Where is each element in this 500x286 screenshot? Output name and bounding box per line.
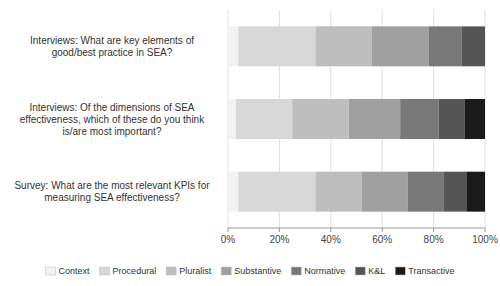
legend-item: Context	[46, 266, 91, 276]
category-label-line: Survey: What are the most relevant KPIs …	[14, 180, 210, 191]
bar-segment	[228, 26, 238, 66]
legend-swatch	[221, 267, 231, 275]
bar-segment	[349, 99, 400, 139]
tick-mark	[485, 228, 486, 232]
legend-swatch	[395, 267, 405, 275]
tick-mark	[228, 228, 229, 232]
bar-segment	[292, 99, 349, 139]
tick-label: 40%	[321, 234, 341, 245]
legend-item: Transactive	[395, 266, 454, 276]
bar-segment	[315, 172, 361, 212]
bar-segment	[444, 172, 467, 212]
category-label: Survey: What are the most relevant KPIs …	[14, 180, 210, 203]
bar-segment	[467, 172, 485, 212]
category-label: Interviews: What are key elements ofgood…	[30, 35, 194, 58]
category-label-line: good/best practice in SEA?	[52, 47, 173, 58]
bar-segment	[400, 99, 439, 139]
bar-segment	[228, 99, 236, 139]
bar-segment	[372, 26, 429, 66]
category-label-line: measuring SEA effectiveness?	[44, 192, 180, 203]
legend-swatch	[46, 267, 56, 275]
tick-label: 80%	[424, 234, 444, 245]
bar-segment	[485, 26, 486, 66]
tick-mark	[330, 228, 331, 232]
category-label-line: Interviews: Of the dimensions of SEA	[29, 102, 194, 113]
legend: Context Procedural Pluralist Substantive Nor…	[46, 266, 455, 276]
legend-swatch	[100, 267, 110, 275]
bar-segment	[428, 26, 461, 66]
bar-segment	[464, 99, 485, 139]
grid	[228, 10, 485, 228]
bar-segment	[408, 172, 444, 212]
tick-label: 100%	[472, 234, 498, 245]
legend-item: K&L	[355, 266, 385, 276]
legend-item: Pluralist	[166, 266, 212, 276]
category-label: Interviews: Of the dimensions of SEAeffe…	[20, 102, 205, 137]
chart: 0% 20% 40% 60% 80% 100% Survey: What are the m…	[0, 0, 500, 286]
category-label-line: effectiveness, which of these do you thi…	[20, 114, 205, 125]
bar-segment	[236, 99, 293, 139]
bar-segment	[462, 26, 485, 66]
bar-segment	[228, 172, 238, 212]
legend-label: K&L	[368, 266, 385, 276]
category-label-line: Interviews: What are key elements of	[30, 35, 194, 46]
legend-label: Normative	[304, 266, 345, 276]
tick-mark	[279, 228, 280, 232]
legend-label: Procedural	[113, 266, 157, 276]
legend-label: Pluralist	[179, 266, 212, 276]
legend-label: Context	[59, 266, 91, 276]
legend-item: Normative	[291, 266, 345, 276]
category-label-line: is/are most important?	[63, 126, 162, 137]
bar-segment	[362, 172, 408, 212]
tick-label: 60%	[372, 234, 392, 245]
legend-swatch	[166, 267, 176, 275]
bar-segment	[238, 172, 315, 212]
tick-mark	[433, 228, 434, 232]
legend-label: Substantive	[234, 266, 281, 276]
legend-label: Transactive	[408, 266, 454, 276]
legend-swatch	[291, 267, 301, 275]
tick-label: 0%	[221, 234, 236, 245]
legend-item: Substantive	[221, 266, 281, 276]
bars	[228, 26, 485, 211]
legend-swatch	[355, 267, 365, 275]
bar-segment	[439, 99, 465, 139]
bar-segment	[238, 26, 315, 66]
legend-item: Procedural	[100, 266, 157, 276]
x-axis-line	[228, 228, 485, 229]
bar-segment	[315, 26, 372, 66]
tick-label: 20%	[269, 234, 289, 245]
tick-mark	[382, 228, 383, 232]
